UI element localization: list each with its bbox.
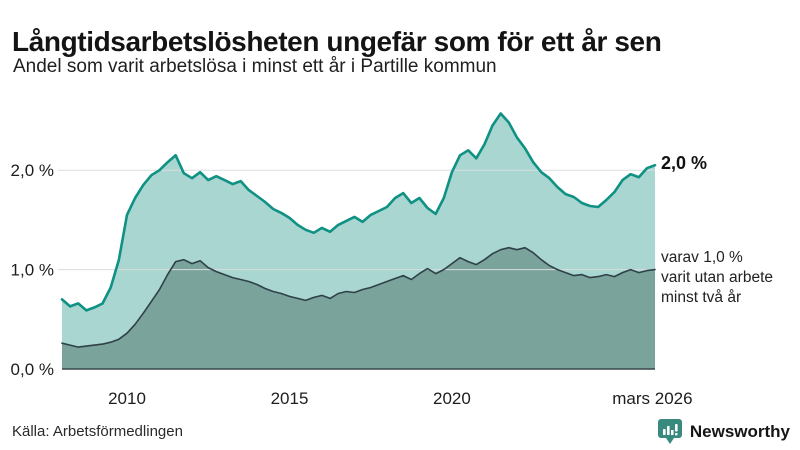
y-tick-label: 0,0 % xyxy=(11,360,54,379)
series-line-1 xyxy=(61,246,656,348)
x-tick-label: 2020 xyxy=(433,389,471,408)
y-tick-label: 1,0 % xyxy=(11,261,54,280)
secondary-series-annotation: varav 1,0 % varit utan arbete minst två … xyxy=(661,248,799,308)
latest-value-label: 2,0 % xyxy=(661,153,708,173)
y-tick-label: 2,0 % xyxy=(11,161,54,180)
source-attribution: Källa: Arbetsförmedlingen xyxy=(12,423,183,440)
page-subtitle: Andel som varit arbetslösa i minst ett å… xyxy=(13,56,497,77)
annotation-line-2: varit utan arbete xyxy=(661,269,774,286)
chart-bubble-icon xyxy=(657,419,682,444)
series-line-0 xyxy=(60,112,657,312)
x-tick-label: 2010 xyxy=(108,389,146,408)
x-tick-label: mars 2026 xyxy=(612,389,692,408)
annotation-line-3: minst två år xyxy=(661,289,742,306)
brand-name: Newsworthy xyxy=(689,421,790,441)
x-tick-label: 2015 xyxy=(271,389,309,408)
annotation-line-1: varav 1,0 % xyxy=(661,249,743,266)
page-title: Långtidsarbetslösheten ungefär som för e… xyxy=(12,25,662,57)
newsworthy-logo: Newsworthy xyxy=(657,418,790,445)
area-fill-1 xyxy=(62,247,655,369)
